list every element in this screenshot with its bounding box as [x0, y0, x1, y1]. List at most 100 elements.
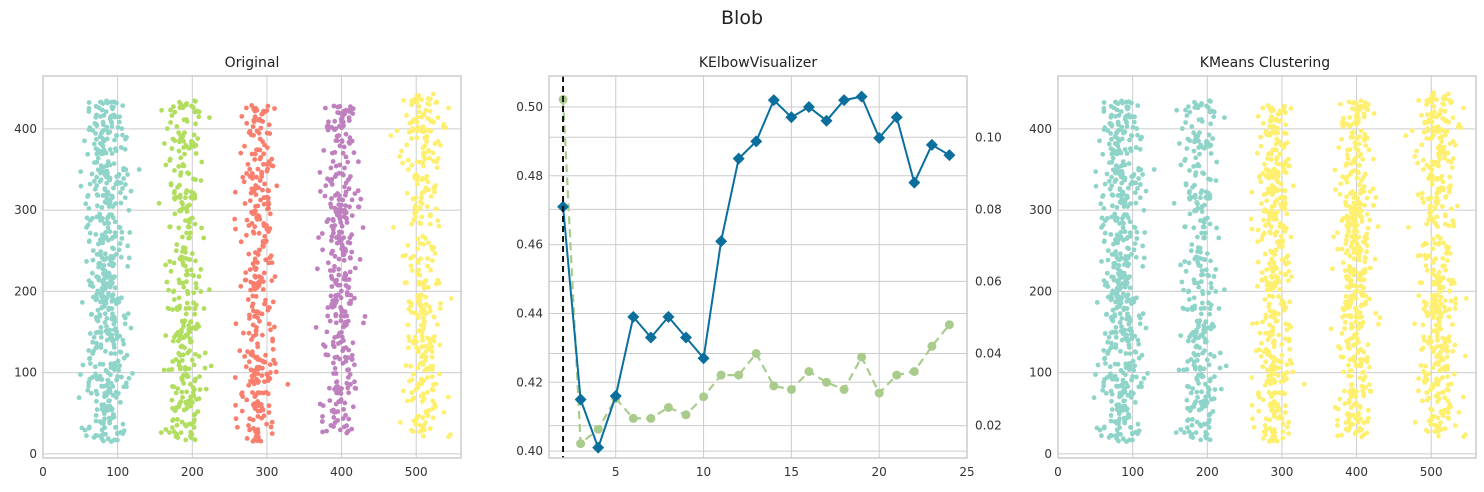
scatter-point: [1424, 136, 1429, 141]
scatter-point: [415, 236, 421, 242]
scatter-point: [342, 273, 347, 279]
scatter-point: [1269, 130, 1274, 136]
scatter-point: [1185, 359, 1191, 364]
scatter-point: [1188, 390, 1194, 396]
scatter-point: [432, 334, 437, 339]
scatter-point: [1274, 229, 1280, 235]
scatter-point: [101, 281, 106, 287]
scatter-point: [201, 235, 207, 241]
scatter-point: [1420, 157, 1426, 163]
scatter-point: [263, 239, 269, 245]
scatter-point: [358, 196, 364, 202]
scatter-point: [1438, 420, 1443, 425]
scatter-point: [1343, 199, 1348, 205]
scatter-point: [1108, 315, 1114, 320]
scatter-point: [109, 332, 115, 338]
scatter-point: [1351, 402, 1357, 408]
scatter-point: [1190, 386, 1196, 391]
scatter-point: [341, 407, 346, 412]
scatter-point: [415, 365, 421, 371]
scatter-point: [1276, 365, 1282, 371]
scatter-point: [1199, 204, 1205, 210]
scatter-point: [430, 91, 436, 97]
scatter-point: [103, 109, 109, 114]
scatter-point: [402, 280, 408, 286]
scatter-point: [1099, 215, 1105, 221]
scatter-point: [1192, 192, 1198, 198]
scatter-point: [409, 268, 415, 273]
scatter-point: [1265, 352, 1270, 357]
scatter-point: [1269, 204, 1275, 209]
scatter-point: [1119, 316, 1125, 321]
scatter-point: [1266, 151, 1272, 156]
scatter-point: [341, 257, 347, 263]
scatter-point: [330, 159, 336, 164]
scatter-point: [349, 213, 355, 219]
scatter-point: [1277, 151, 1283, 157]
scatter-point: [194, 285, 199, 291]
scatter-point: [1101, 379, 1107, 385]
scatter-point: [111, 185, 116, 191]
scatter-point: [176, 225, 182, 231]
scatter-point: [345, 318, 351, 324]
scatter-point: [352, 362, 357, 368]
scatter-point: [405, 398, 410, 404]
scatter-point: [411, 395, 417, 401]
scatter-point: [1186, 429, 1192, 435]
scatter-point: [1124, 104, 1130, 110]
scatter-point: [1274, 318, 1280, 324]
scatter-point: [85, 193, 91, 198]
scatter-point: [1115, 193, 1121, 198]
scatter-point: [98, 163, 104, 169]
scatter-point: [1430, 384, 1436, 390]
scatter-point: [243, 270, 249, 275]
scatter-point: [1270, 294, 1276, 299]
scatter-point: [1174, 107, 1179, 113]
scatter-point: [328, 201, 333, 207]
scatter-point: [108, 257, 113, 263]
scatter-point: [423, 354, 429, 360]
scatter-point: [1443, 250, 1449, 256]
scatter-point: [330, 217, 336, 223]
scatter-point: [253, 183, 259, 188]
scatter-point: [1185, 418, 1190, 423]
axes-frame: [548, 75, 968, 459]
scatter-point: [1431, 328, 1436, 334]
scatter-point: [1108, 432, 1114, 438]
scatter-point: [343, 412, 348, 418]
scatter-point: [1442, 94, 1447, 99]
scatter-point: [172, 109, 178, 115]
scatter-point: [1442, 395, 1448, 400]
scatter-point: [1116, 257, 1122, 263]
scatter-point: [1249, 226, 1255, 232]
scatter-point: [333, 313, 339, 319]
scatter-point: [403, 252, 408, 258]
scatter-point: [1448, 381, 1454, 387]
scatter-point: [172, 211, 178, 217]
scatter-point: [78, 169, 84, 175]
scatter-point: [1208, 151, 1214, 156]
scatter-point: [89, 312, 94, 317]
scatter-point: [1098, 201, 1104, 207]
scatter-point: [406, 338, 412, 343]
scatter-point: [164, 279, 170, 285]
scatter-point: [92, 160, 97, 166]
score-point: [785, 111, 798, 124]
scatter-point: [1102, 356, 1107, 362]
scatter-point: [113, 201, 118, 207]
scatter-point: [332, 264, 337, 269]
scatter-point: [317, 170, 323, 175]
scatter-point: [1429, 305, 1434, 310]
scatter-point: [93, 340, 99, 346]
scatter-point: [188, 267, 194, 273]
scatter-point: [1433, 322, 1439, 328]
scatter-point: [246, 251, 252, 257]
scatter-point: [1276, 332, 1282, 338]
scatter-point: [1429, 407, 1435, 413]
scatter-point: [1140, 264, 1146, 269]
scatter-point: [1191, 148, 1197, 154]
scatter-point: [1108, 232, 1114, 237]
scatter-point: [119, 236, 125, 241]
scatter-point: [1143, 188, 1149, 194]
scatter-point: [89, 270, 95, 276]
